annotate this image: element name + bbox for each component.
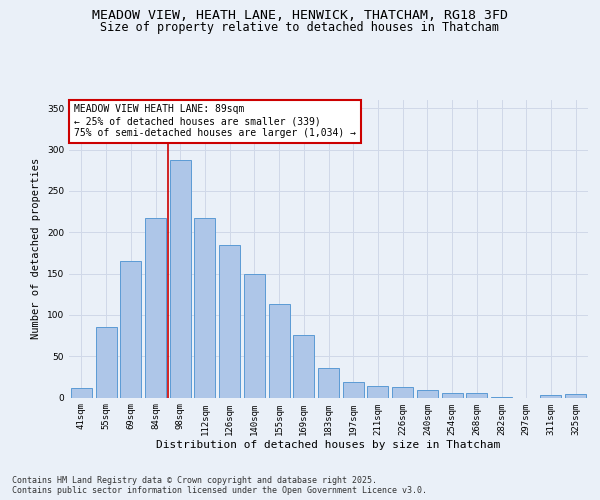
Text: Contains HM Land Registry data © Crown copyright and database right 2025.
Contai: Contains HM Land Registry data © Crown c… <box>12 476 427 495</box>
Bar <box>541 395 562 398</box>
Bar <box>318 368 339 398</box>
Bar <box>219 244 240 398</box>
Text: Size of property relative to detached houses in Thatcham: Size of property relative to detached ho… <box>101 21 499 34</box>
Bar <box>442 394 463 398</box>
Bar <box>392 387 413 398</box>
Text: MEADOW VIEW HEATH LANE: 89sqm
← 25% of detached houses are smaller (339)
75% of : MEADOW VIEW HEATH LANE: 89sqm ← 25% of d… <box>74 104 356 138</box>
Bar <box>491 396 512 398</box>
Bar <box>293 334 314 398</box>
Bar <box>170 160 191 398</box>
Bar <box>194 218 215 398</box>
Bar <box>417 390 438 398</box>
Bar <box>565 394 586 398</box>
Bar <box>95 328 116 398</box>
Bar <box>120 261 141 398</box>
Bar <box>343 382 364 398</box>
Bar <box>269 304 290 398</box>
Bar <box>466 392 487 398</box>
Text: MEADOW VIEW, HEATH LANE, HENWICK, THATCHAM, RG18 3FD: MEADOW VIEW, HEATH LANE, HENWICK, THATCH… <box>92 9 508 22</box>
X-axis label: Distribution of detached houses by size in Thatcham: Distribution of detached houses by size … <box>157 440 500 450</box>
Bar <box>367 386 388 398</box>
Bar <box>71 388 92 398</box>
Bar <box>145 218 166 398</box>
Y-axis label: Number of detached properties: Number of detached properties <box>31 158 41 340</box>
Bar <box>244 274 265 398</box>
